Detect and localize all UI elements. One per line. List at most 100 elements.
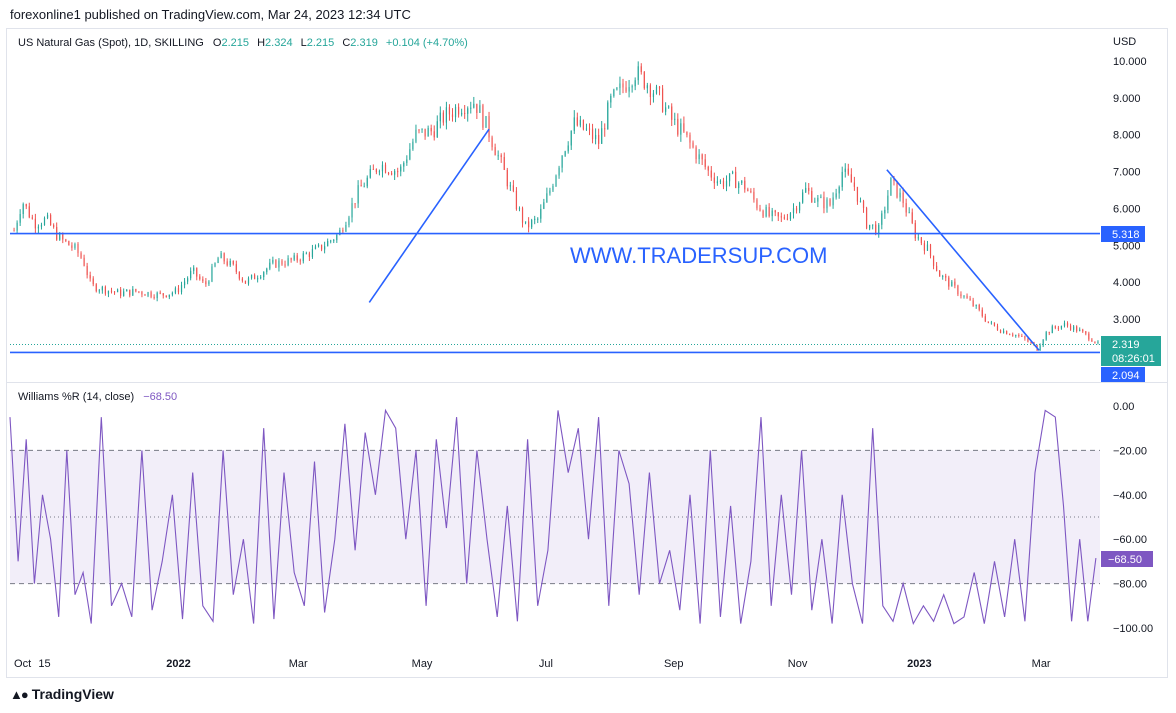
trendline <box>368 128 490 303</box>
candle-body <box>701 154 703 160</box>
candle-body <box>442 112 444 123</box>
candle-body <box>439 112 441 122</box>
candle-body <box>945 275 947 278</box>
candle-body <box>80 253 82 258</box>
candle-body <box>324 246 326 250</box>
candle-body <box>1073 326 1075 330</box>
candle-body <box>257 278 259 280</box>
wr-axis: 0.00 −20.00 −40.00 −60.00 −80.00 −100.00 <box>1113 401 1153 635</box>
candle-body <box>920 237 922 244</box>
candle-body <box>802 192 804 203</box>
williams-r-pane: 0.00 −20.00 −40.00 −60.00 −80.00 −100.00 Will… <box>9 391 1153 635</box>
price-tick-label: 4.000 <box>1113 277 1141 289</box>
candle-body <box>1091 339 1093 342</box>
candle-body <box>984 316 986 322</box>
candle-body <box>954 281 956 286</box>
candle-body <box>479 105 481 113</box>
candle-body <box>1012 334 1014 336</box>
candle-body <box>150 292 152 297</box>
candle-body <box>296 255 298 261</box>
trendline <box>886 169 1040 351</box>
candle-body <box>652 93 655 98</box>
candle-body <box>820 196 822 198</box>
candle-body <box>430 127 432 132</box>
candle-body <box>1042 339 1044 346</box>
candle-body <box>65 239 67 242</box>
price-tick-label: 3.000 <box>1113 314 1141 326</box>
candle-body <box>683 123 685 132</box>
candle-body <box>649 85 652 98</box>
candle-body <box>963 295 965 297</box>
candle-body <box>427 127 429 137</box>
candle-body <box>363 186 365 188</box>
candle-body <box>999 330 1002 333</box>
candle-body <box>272 259 274 263</box>
candle-body <box>101 286 103 291</box>
candle-body <box>71 245 73 248</box>
candle-body <box>671 106 673 120</box>
candle-body <box>494 147 496 156</box>
candle-body <box>229 261 231 266</box>
low-value: 2.215 <box>307 37 335 49</box>
candle-body <box>476 103 478 113</box>
candle-body <box>795 208 798 211</box>
candle-body <box>929 244 932 256</box>
candle-body <box>753 191 755 200</box>
candle-body <box>1054 326 1056 328</box>
candle-body <box>780 216 782 218</box>
candle-body <box>805 187 807 193</box>
candle-body <box>579 119 581 126</box>
candle-body <box>771 210 773 217</box>
candle-body <box>975 304 977 307</box>
candle-body <box>454 106 457 118</box>
candle-body <box>226 261 228 266</box>
candle-body <box>467 108 469 114</box>
candle-body <box>34 218 36 229</box>
candle-body <box>144 294 146 296</box>
candle-body <box>619 83 621 89</box>
candle-body <box>391 173 393 175</box>
candle-body <box>658 86 661 89</box>
candle-body <box>732 171 734 174</box>
candle-body <box>646 85 648 89</box>
candle-body <box>37 226 40 229</box>
candle-body <box>765 207 767 217</box>
candle-body <box>747 189 749 192</box>
candle-body <box>193 267 195 271</box>
candle-body <box>327 241 329 247</box>
candle-body <box>400 166 402 172</box>
candle-body <box>552 186 554 191</box>
candle-body <box>1027 338 1029 342</box>
price-tag-last: 2.319 08:26:01 <box>1101 336 1161 366</box>
candle-body <box>250 274 253 279</box>
wr-tick-label: −40.00 <box>1113 490 1147 502</box>
candle-body <box>199 276 201 280</box>
candle-body <box>366 177 368 187</box>
price-tag-upper: 5.318 <box>1101 226 1145 242</box>
candle-body <box>16 222 18 231</box>
candle-body <box>537 218 539 220</box>
candle-body <box>549 190 551 194</box>
candle-body <box>1021 336 1023 338</box>
candle-body <box>631 86 633 88</box>
price-tag-upper-text: 5.318 <box>1112 229 1140 241</box>
candle-body <box>1082 329 1084 332</box>
candle-body <box>835 193 837 198</box>
candle-body <box>120 289 122 296</box>
candle-body <box>555 175 557 187</box>
candle-body <box>604 128 606 130</box>
candle-body <box>421 128 423 130</box>
candle-body <box>275 259 277 268</box>
tradingview-logo[interactable]: ▲● TradingView <box>10 686 114 702</box>
candle-body <box>524 221 527 223</box>
candle-body <box>357 185 359 204</box>
candle-body <box>86 265 88 276</box>
candle-body <box>470 107 472 109</box>
candle-body <box>488 116 490 138</box>
candle-body <box>829 199 831 206</box>
candle-body <box>320 244 323 250</box>
candle-body <box>546 193 548 203</box>
candle-body <box>838 187 840 194</box>
candle-body <box>187 278 189 282</box>
